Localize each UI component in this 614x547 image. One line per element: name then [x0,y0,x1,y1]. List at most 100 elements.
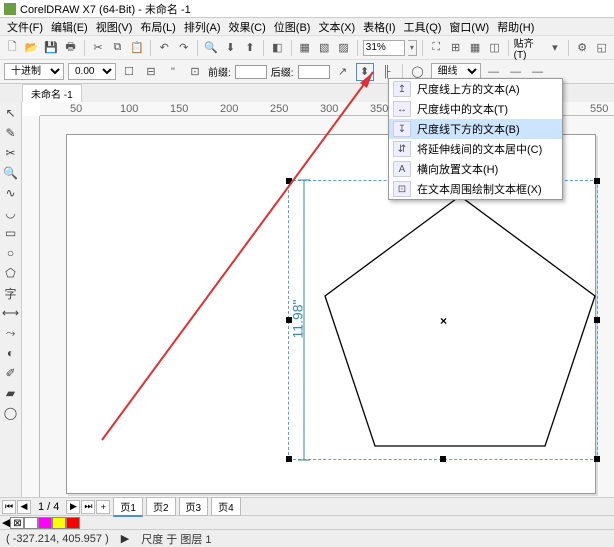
toolbox: ↖ ✎ ✂ 🔍 ∿ ◡ ▭ ○ ⬠ 字 ⟷ ⤳ ◐ ✐ ▰ ◯ [0,102,22,497]
units-combo[interactable]: 十进制 [4,63,64,80]
rulers-icon[interactable]: ⊞ [447,39,463,57]
app3-icon[interactable]: ▨ [335,39,351,57]
zoom-input[interactable] [363,40,405,56]
fullscreen-icon[interactable]: ⛶ [428,39,444,57]
menu-edit[interactable]: 编辑(E) [48,19,91,35]
page-add-icon[interactable]: + [96,500,110,514]
suffix-input[interactable] [298,65,330,79]
open-icon[interactable]: 📂 [23,39,39,57]
color-palette: ◀ ⊠ [0,515,614,529]
zoom-tool-icon[interactable]: 🔍 [2,164,20,182]
publish-icon[interactable]: ◧ [269,39,285,57]
connector-tool-icon[interactable]: ⤳ [2,324,20,342]
color-swatch[interactable] [66,517,80,529]
prefix-input[interactable] [235,65,267,79]
page-prev-icon[interactable]: ◀ [17,500,31,514]
dimension-tool-icon[interactable]: ⟷ [2,304,20,322]
menu-window[interactable]: 窗口(W) [446,19,492,35]
menu-tools[interactable]: 工具(Q) [401,19,445,35]
precision-combo[interactable]: 0.00 [68,63,116,80]
rect-tool-icon[interactable]: ▭ [2,224,20,242]
shape-tool-icon[interactable]: ✎ [2,124,20,142]
dim-btn1-icon[interactable]: ☐ [120,63,138,81]
text-pos-option[interactable]: ↥尺度线上方的文本(A) [389,79,562,99]
launcher-icon[interactable]: ◱ [593,39,609,57]
dim-btn3-icon[interactable]: " [164,63,182,81]
pick-tool-icon[interactable]: ↖ [2,104,20,122]
new-icon[interactable]: 🗋 [4,39,20,57]
polygon-tool-icon[interactable]: ⬠ [2,264,20,282]
doc-tab[interactable]: 未命名 -1 [22,84,82,103]
import-icon[interactable]: ⬇ [222,39,238,57]
page-tab-1[interactable]: 页1 [113,497,143,517]
paste-icon[interactable]: 📋 [129,39,145,57]
freehand-tool-icon[interactable]: ∿ [2,184,20,202]
separator [263,40,264,56]
outline-tool-icon[interactable]: ◯ [2,404,20,422]
page-next-icon[interactable]: ▶ [66,500,80,514]
snap-dropdown-icon[interactable]: ▾ [547,39,563,57]
text-pos-option[interactable]: A横向放置文本(H) [389,159,562,179]
text-pos-option[interactable]: ↧尺度线下方的文本(B) [389,119,562,139]
text-pos-icon[interactable]: ⬍ [356,63,374,81]
menu-file[interactable]: 文件(F) [4,19,46,35]
menu-effects[interactable]: 效果(C) [226,19,269,35]
color-swatch[interactable] [24,517,38,529]
menu-arrange[interactable]: 排列(A) [181,19,224,35]
fill-tool-icon[interactable]: ▰ [2,384,20,402]
color-swatch[interactable] [52,517,66,529]
menu-text[interactable]: 文本(X) [315,19,358,35]
menu-table[interactable]: 表格(I) [360,19,398,35]
option-icon: ⊡ [393,181,411,197]
redo-icon[interactable]: ↷ [175,39,191,57]
grid-icon[interactable]: ▦ [467,39,483,57]
dimension-text[interactable]: 11.98" [289,300,305,339]
leader-icon[interactable]: ↗ [334,63,352,81]
undo-icon[interactable]: ↶ [156,39,172,57]
page-counter: 1 / 4 [32,501,65,513]
app1-icon[interactable]: ▦ [297,39,313,57]
smart-tool-icon[interactable]: ◡ [2,204,20,222]
effects-tool-icon[interactable]: ◐ [2,344,20,362]
color-swatch[interactable] [38,517,52,529]
text-tool-icon[interactable]: 字 [2,284,20,302]
page-tab-3[interactable]: 页3 [179,497,209,516]
menu-view[interactable]: 视图(V) [93,19,136,35]
window-title: CorelDRAW X7 (64-Bit) - 未命名 -1 [20,1,191,17]
text-pos-option[interactable]: ↔尺度线中的文本(T) [389,99,562,119]
page-last-icon[interactable]: ⏭ [81,500,95,514]
option-label: 尺度线中的文本(T) [417,101,558,117]
crop-tool-icon[interactable]: ✂ [2,144,20,162]
status-next-icon[interactable]: ▶ [121,532,129,545]
ellipse-tool-icon[interactable]: ○ [2,244,20,262]
search-icon[interactable]: 🔍 [203,39,219,57]
snap-label[interactable]: 贴齐(T) [514,35,544,61]
cut-icon[interactable]: ✂ [90,39,106,57]
save-icon[interactable]: 💾 [43,39,59,57]
page-tab-4[interactable]: 页4 [211,497,241,516]
text-pos-option[interactable]: ⇵将延伸线间的文本居中(C) [389,139,562,159]
dim-btn4-icon[interactable]: ⊡ [186,63,204,81]
separator [84,40,85,56]
palette-scroll-left-icon[interactable]: ◀ [2,516,10,529]
separator [291,40,292,56]
suffix-label: 后缀: [271,64,294,79]
separator [568,40,569,56]
color-none[interactable]: ⊠ [10,517,24,529]
eyedropper-tool-icon[interactable]: ✐ [2,364,20,382]
copy-icon[interactable]: ⧉ [109,39,125,57]
export-icon[interactable]: ⬆ [242,39,258,57]
guides-icon[interactable]: ◫ [486,39,502,57]
menu-bitmap[interactable]: 位图(B) [271,19,314,35]
page-tab-2[interactable]: 页2 [146,497,176,516]
page-first-icon[interactable]: ⏮ [2,500,16,514]
option-label: 尺度线上方的文本(A) [417,81,558,97]
app2-icon[interactable]: ▧ [316,39,332,57]
options-icon[interactable]: ⚙ [574,39,590,57]
menu-layout[interactable]: 布局(L) [137,19,178,35]
dim-btn2-icon[interactable]: ⊟ [142,63,160,81]
print-icon[interactable]: 🖶 [62,39,78,57]
zoom-dropdown-icon[interactable]: ▾ [408,40,417,56]
text-pos-option[interactable]: ⊡在文本周围绘制文本框(X) [389,179,562,199]
menu-help[interactable]: 帮助(H) [494,19,537,35]
